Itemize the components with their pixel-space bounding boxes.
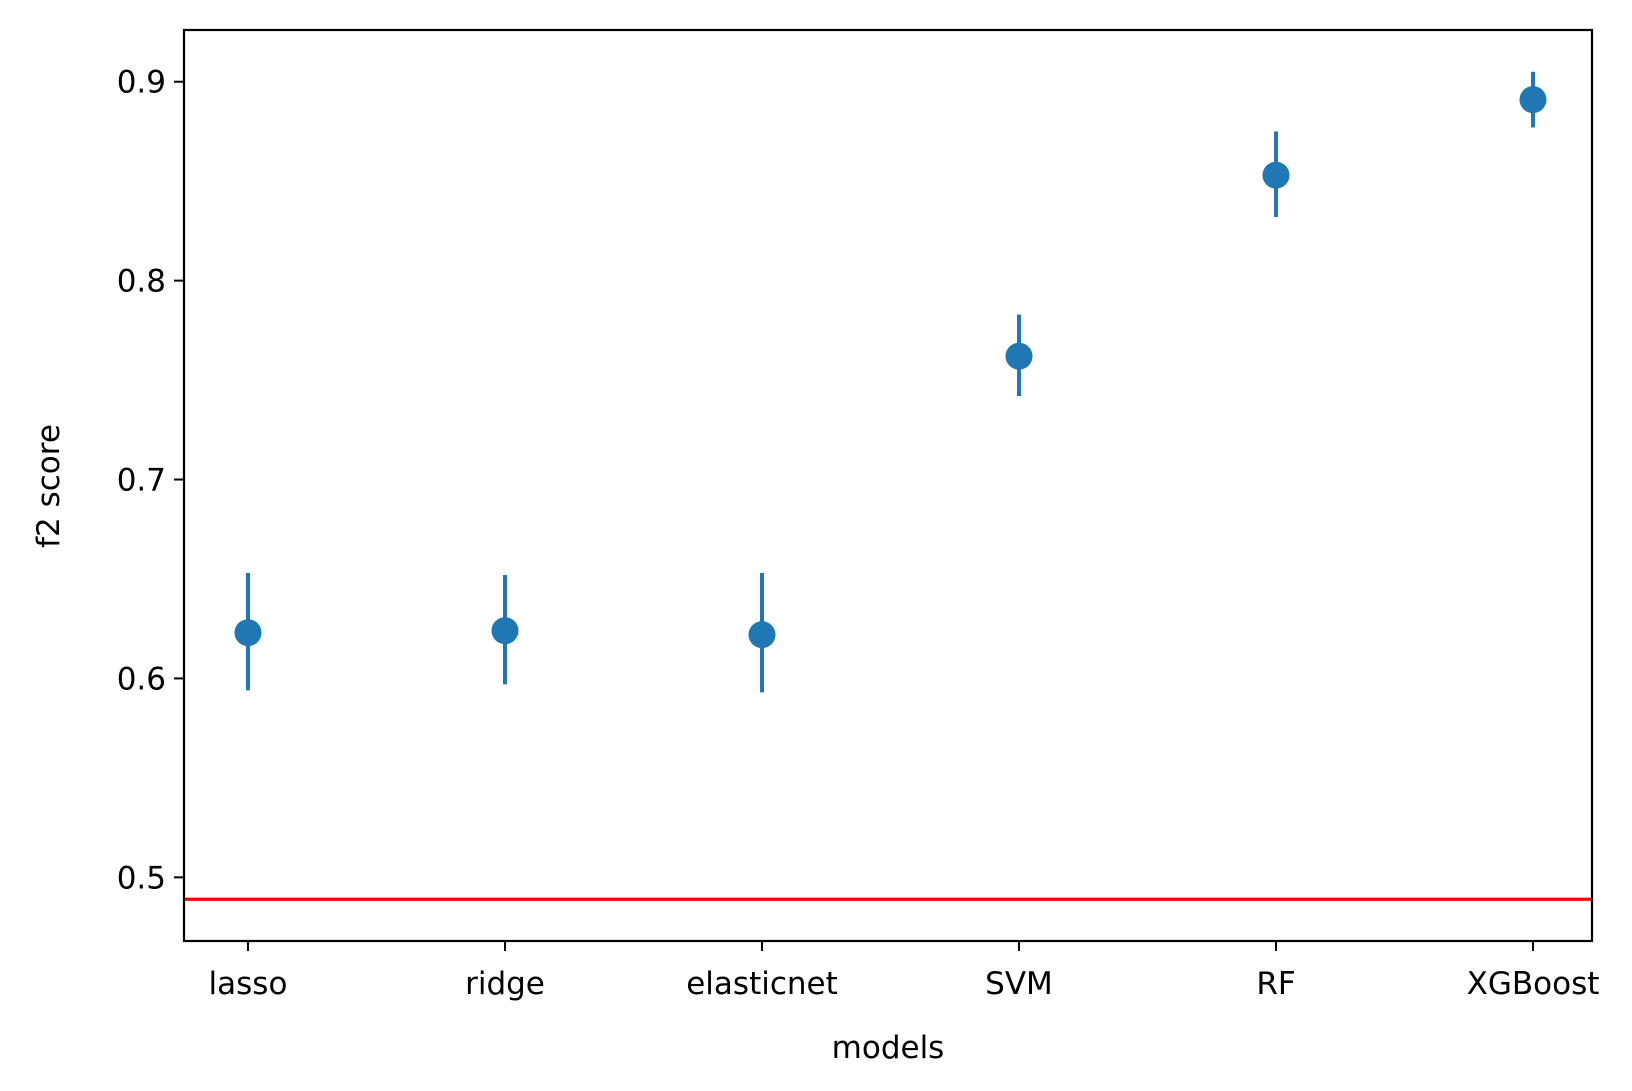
- data-point: [491, 617, 519, 645]
- x-axis-ticks: lasso ridge elasticnet SVM RF XGBoost: [209, 941, 1600, 1002]
- x-tick-label: ridge: [465, 966, 545, 1002]
- y-tick-label: 0.7: [117, 463, 166, 499]
- x-tick-label: XGBoost: [1467, 966, 1600, 1002]
- data-point: [1519, 86, 1547, 114]
- data-point: [1262, 161, 1290, 189]
- plot-frame: [182, 28, 1594, 943]
- data-series: [234, 71, 1547, 693]
- x-tick-label: lasso: [209, 966, 288, 1002]
- x-tick-label: RF: [1256, 966, 1295, 1002]
- x-tick-label: SVM: [985, 966, 1053, 1002]
- x-tick-label: elasticnet: [686, 966, 838, 1002]
- data-point: [748, 621, 776, 649]
- y-tick-label: 0.9: [117, 65, 166, 101]
- data-point: [234, 619, 262, 647]
- y-tick-label: 0.6: [117, 661, 166, 697]
- y-axis-label: f2 score: [31, 424, 67, 548]
- y-axis-ticks: 0.5 0.6 0.7 0.8 0.9: [117, 65, 184, 896]
- x-axis-label: models: [832, 1030, 945, 1066]
- data-point: [1005, 342, 1033, 370]
- y-tick-label: 0.8: [117, 264, 166, 300]
- y-tick-label: 0.5: [117, 860, 166, 896]
